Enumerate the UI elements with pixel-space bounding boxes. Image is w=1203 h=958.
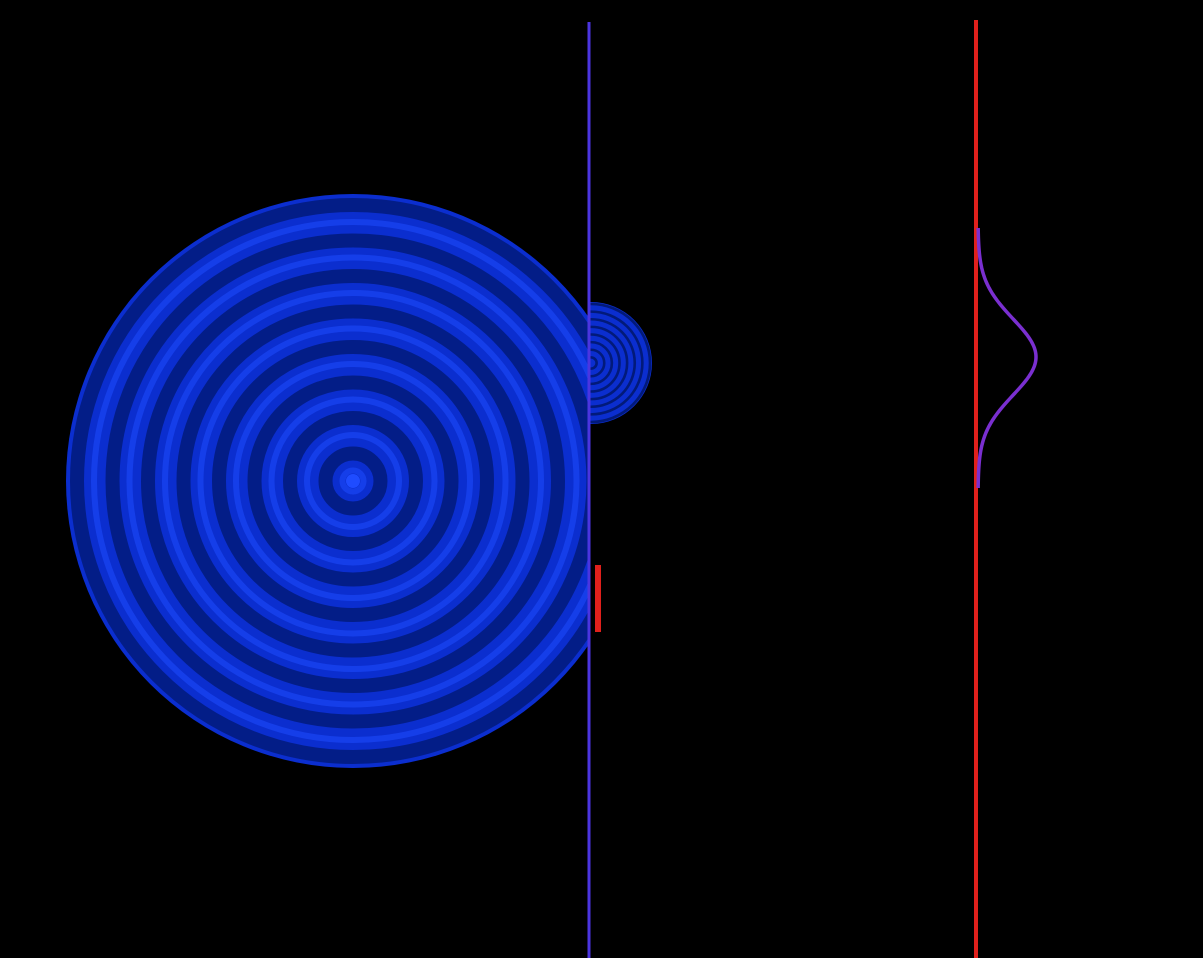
large-wave-trough-ring [318, 446, 388, 516]
large-wave-crest-ring [162, 290, 544, 672]
large-wave-trough-ring [247, 375, 459, 587]
small-circular-wave [589, 302, 652, 424]
small-wave-ring [589, 348, 606, 378]
small-wave-ring [589, 310, 644, 416]
intensity-distribution-curve [976, 227, 1038, 489]
large-wave-trough-ring [283, 411, 423, 551]
small-wave-ring [589, 340, 614, 386]
large-wave-trough-ring [212, 340, 494, 622]
small-wave-ring [589, 333, 621, 393]
large-wave-trough-ring [105, 233, 590, 729]
large-wave-crest-ring [339, 467, 367, 495]
large-wave-crest-ring [91, 219, 590, 743]
small-wave-ring [589, 325, 629, 401]
large-wave-trough-ring [176, 304, 530, 658]
small-wave-ring [589, 317, 637, 409]
large-wave-trough-ring [141, 269, 565, 693]
large-wave-crest-ring [233, 361, 473, 601]
slit-marker [595, 565, 601, 632]
large-wave-crest-ring [304, 432, 402, 530]
large-wave-crest-ring [268, 396, 438, 566]
large-wave-center [346, 474, 360, 488]
small-wave-ring [589, 356, 598, 370]
large-wave-crest-ring [197, 325, 509, 637]
large-wave-crest-ring [126, 254, 580, 708]
small-wave-ring [589, 302, 652, 424]
large-wave-trough-ring [70, 198, 590, 764]
large-circular-wave [66, 194, 590, 768]
